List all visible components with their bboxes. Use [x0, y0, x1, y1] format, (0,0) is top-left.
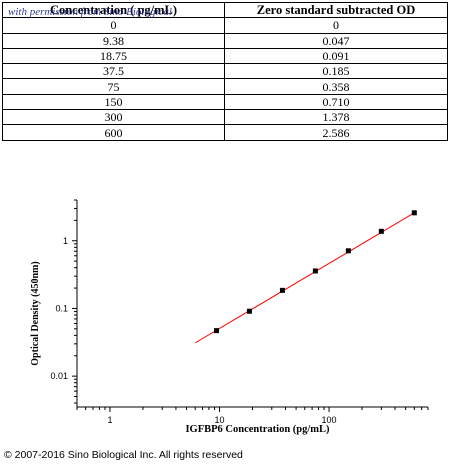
table-row: 300 1.378	[2, 109, 448, 126]
od-cell: 0.185	[224, 63, 448, 80]
table-row: 18.75 0.091	[2, 47, 448, 65]
table-row: 37.5 0.185	[2, 63, 448, 80]
data-point	[378, 228, 384, 234]
y-axis-label: Optical Density (450nm)	[30, 261, 41, 365]
table-header-row: Concentration ( pg/mL) Zero standard sub…	[2, 1, 448, 19]
y-tick-label: 1	[63, 236, 68, 246]
x-tick-label: 10	[215, 415, 225, 425]
data-point	[312, 268, 318, 274]
x-tick-label: 1	[107, 415, 112, 425]
concentration-cell: 150	[2, 93, 225, 111]
table-row: 9.38 0.047	[2, 32, 448, 49]
x-axis-label: IGFBP6 Concentration (pg/mL)	[185, 424, 330, 435]
table-row: 600 2.586	[2, 124, 448, 141]
od-cell: 0.047	[224, 32, 448, 49]
chart-svg: 1 10 100 0.01 0.1 1 IGFBP6 Concentration (pg/m…	[30, 199, 429, 435]
header-concentration: Concentration ( pg/mL)	[2, 1, 225, 19]
standard-curve-table: Concentration ( pg/mL) Zero standard sub…	[2, 1, 448, 141]
concentration-cell: 18.75	[2, 47, 225, 65]
y-tick-label: 0.1	[55, 303, 68, 313]
data-point	[345, 248, 351, 254]
od-cell: 0.091	[224, 47, 448, 65]
data-point	[246, 308, 252, 314]
concentration-cell: 9.38	[2, 32, 225, 49]
concentration-cell: 0	[2, 17, 225, 34]
data-point	[213, 328, 219, 334]
od-cell: 0.710	[224, 93, 448, 111]
header-od: Zero standard subtracted OD	[224, 1, 448, 19]
data-point	[279, 287, 285, 293]
standard-table-container: Concentration ( pg/mL) Zero standard sub…	[2, 1, 448, 141]
table-row: 75 0.358	[2, 78, 448, 95]
copyright-footer: © 2007-2016 Sino Biological Inc. All rig…	[4, 449, 243, 461]
table-row: 150 0.710	[2, 93, 448, 111]
fit-line	[194, 212, 415, 344]
od-cell: 0.358	[224, 78, 448, 95]
od-cell: 1.378	[224, 109, 448, 126]
concentration-cell: 75	[2, 78, 225, 95]
concentration-cell: 600	[2, 124, 225, 141]
y-tick-label: 0.01	[50, 371, 68, 381]
od-cell: 0	[224, 17, 448, 34]
concentration-cell: 37.5	[2, 63, 225, 80]
od-cell: 2.586	[224, 124, 448, 141]
x-tick-label: 100	[322, 415, 337, 425]
standard-curve-chart: 1 10 100 0.01 0.1 1 IGFBP6 Concentration (pg/m…	[0, 190, 450, 440]
data-point	[411, 210, 417, 216]
concentration-cell: 300	[2, 109, 225, 126]
